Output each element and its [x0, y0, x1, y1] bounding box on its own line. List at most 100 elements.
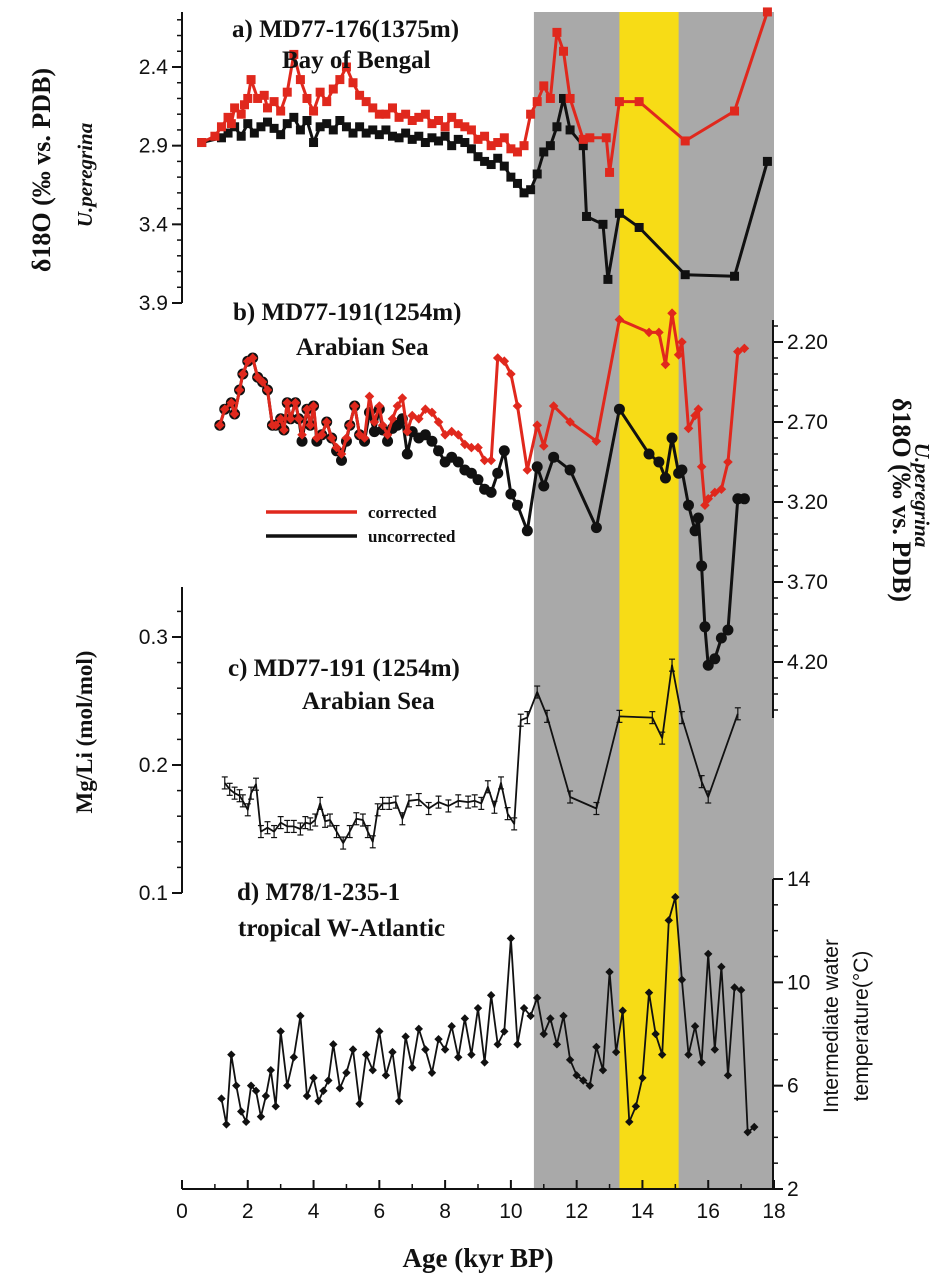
data-point: [328, 125, 338, 135]
data-point: [335, 1084, 345, 1093]
data-point: [512, 401, 523, 411]
data-point: [402, 426, 413, 437]
data-point: [486, 991, 496, 1000]
data-point: [552, 122, 562, 132]
data-point: [611, 1047, 621, 1057]
data-point: [730, 106, 740, 116]
data-point: [297, 430, 307, 440]
data-point: [693, 404, 704, 414]
y-tick-label: 2.70: [787, 411, 828, 434]
data-point: [368, 103, 378, 113]
data-point: [276, 130, 286, 140]
data-point: [506, 369, 516, 379]
data-point: [673, 350, 684, 360]
data-point: [236, 109, 246, 119]
data-point: [269, 123, 279, 133]
data-point: [319, 1086, 328, 1096]
data-point: [361, 128, 371, 138]
data-point: [715, 632, 727, 644]
data-point: [322, 97, 332, 107]
data-point: [368, 426, 380, 438]
data-point: [699, 621, 711, 633]
y-tick-label: 10: [787, 971, 810, 994]
data-point: [243, 119, 253, 129]
data-point: [239, 100, 249, 110]
data-point: [295, 125, 305, 135]
data-point: [219, 404, 230, 414]
data-point: [289, 49, 299, 59]
data-point: [263, 103, 273, 113]
y-tick-label: 0.2: [139, 754, 168, 777]
data-point: [578, 134, 588, 144]
data-point: [738, 493, 750, 505]
data-point: [261, 1091, 271, 1101]
data-point: [722, 624, 734, 636]
data-point: [308, 401, 319, 411]
data-point: [545, 93, 555, 103]
data-point: [578, 141, 588, 151]
data-point: [305, 420, 316, 430]
data-point: [614, 97, 624, 107]
data-point: [361, 1050, 371, 1059]
data-point: [703, 494, 714, 504]
data-point: [696, 462, 707, 472]
data-point: [473, 152, 483, 162]
data-point: [467, 1050, 476, 1059]
data-point: [605, 167, 615, 177]
data-point: [454, 1053, 463, 1062]
data-point: [394, 133, 404, 143]
data-point: [704, 949, 713, 959]
axes: 0 2 4 6 8 10 12 14 16 18 2.4 2.9 3.4 3.9 2.20 2.70 3.20 3…: [139, 12, 828, 1223]
data-point: [217, 1094, 226, 1103]
data-point: [368, 1065, 377, 1075]
data-point: [253, 93, 263, 103]
data-point: [651, 1029, 660, 1039]
y-tick-label: 2.4: [139, 56, 169, 79]
data-point: [354, 430, 365, 440]
data-point: [434, 136, 444, 146]
data-point: [344, 420, 355, 430]
x-tick-label: 10: [499, 1200, 522, 1223]
data-point: [723, 1071, 733, 1080]
data-point: [210, 131, 220, 141]
data-point: [401, 109, 411, 119]
y-tick-label: 4.20: [787, 651, 828, 674]
panel-a-subtitle: Bay of Bengal: [282, 47, 431, 74]
data-point: [677, 975, 687, 984]
data-point: [506, 172, 516, 182]
data-point: [480, 1058, 489, 1067]
panel-b-title: b) MD77-191(1254m): [233, 299, 461, 326]
data-point: [659, 472, 671, 484]
data-point: [216, 122, 226, 132]
data-point: [565, 93, 575, 103]
y-tick-label: 2: [787, 1178, 799, 1201]
data-point: [229, 409, 240, 419]
data-point: [289, 112, 299, 122]
data-point: [643, 448, 655, 460]
data-point: [271, 1102, 280, 1111]
data-point: [427, 407, 437, 418]
data-point: [440, 131, 450, 141]
data-point: [657, 1050, 667, 1059]
y-tick-label: 6: [787, 1075, 799, 1098]
data-point: [493, 153, 503, 163]
data-point: [526, 1011, 535, 1021]
panel-b-ylabel: δ18O (‰ vs. PDB): [887, 398, 916, 602]
data-point: [246, 75, 256, 85]
data-point: [381, 109, 391, 119]
data-point: [716, 484, 727, 494]
data-point: [689, 525, 701, 537]
data-point: [730, 983, 739, 992]
data-point: [671, 892, 680, 902]
data-point: [275, 414, 286, 424]
data-point: [238, 369, 248, 379]
data-point: [660, 359, 671, 370]
data-point: [690, 1022, 700, 1031]
data-point: [634, 222, 644, 232]
data-point: [230, 103, 240, 113]
data-point: [341, 122, 351, 132]
data-point: [434, 115, 444, 125]
data-point: [486, 455, 496, 466]
data-point: [466, 144, 476, 154]
